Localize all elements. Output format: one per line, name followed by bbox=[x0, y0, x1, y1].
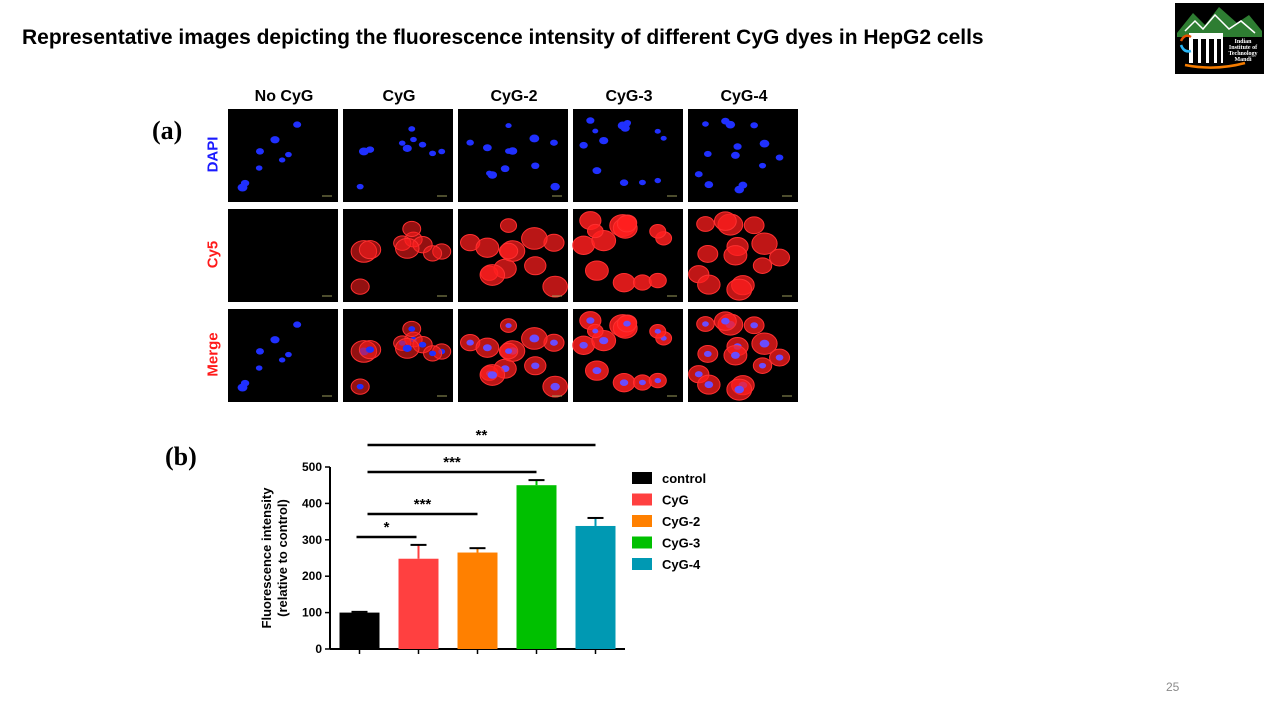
legend-label-cyg: CyG bbox=[662, 493, 689, 508]
y-axis-label: Fluorescence intensity bbox=[259, 487, 274, 629]
panel-b-label: (b) bbox=[165, 442, 197, 471]
logo-text-line-2: Institute of bbox=[1229, 45, 1258, 51]
y-tick-label: 100 bbox=[302, 606, 322, 620]
legend-label-cyg-4: CyG-4 bbox=[662, 557, 701, 572]
y-tick-label: 200 bbox=[302, 569, 322, 583]
y-tick-label: 500 bbox=[302, 460, 322, 474]
micrograph-dapi-cyg-3 bbox=[573, 109, 683, 202]
micrograph-dapi-cyg-4 bbox=[688, 109, 798, 202]
micrograph-cy5-cyg-3 bbox=[572, 209, 683, 302]
y-axis-label: (relative to control) bbox=[275, 499, 290, 617]
significance-label: * bbox=[384, 519, 390, 536]
bar-control bbox=[339, 612, 380, 649]
column-header-cyg: CyG bbox=[382, 88, 416, 105]
micrograph-merge-cyg-4 bbox=[688, 309, 798, 402]
y-tick-label: 300 bbox=[302, 533, 322, 547]
logo-text-line-3: Technology bbox=[1228, 51, 1257, 57]
significance-label: *** bbox=[414, 496, 432, 513]
legend-swatch-control bbox=[632, 472, 652, 484]
column-header-cyg-4: CyG-4 bbox=[720, 88, 768, 105]
y-tick-label: 0 bbox=[315, 642, 322, 656]
row-header-cy5: Cy5 bbox=[204, 240, 222, 269]
slide-title: Representative images depicting the fluo… bbox=[22, 26, 984, 49]
significance-label: ** bbox=[476, 427, 488, 444]
page-number: 25 bbox=[1166, 680, 1180, 694]
legend-label-control: control bbox=[662, 471, 706, 486]
row-header-dapi: DAPI bbox=[204, 136, 222, 173]
micrograph-merge-cyg-2 bbox=[458, 309, 568, 402]
legend-swatch-cyg-2 bbox=[632, 515, 652, 527]
legend-swatch-cyg bbox=[632, 493, 652, 506]
column-header-cyg-2: CyG-2 bbox=[490, 88, 538, 105]
legend-label-cyg-3: CyG-3 bbox=[662, 536, 700, 551]
row-header-merge: Merge bbox=[204, 332, 222, 377]
legend-swatch-cyg-3 bbox=[632, 536, 652, 549]
logo-text-line-1: Indian bbox=[1234, 39, 1252, 45]
micrograph-dapi-no-cyg bbox=[228, 109, 338, 202]
micrograph-dapi-cyg-2 bbox=[458, 109, 568, 202]
micrograph-merge-cyg-3 bbox=[572, 309, 683, 402]
bar-cyg-2 bbox=[457, 552, 498, 649]
micrograph-cy5-cyg-4 bbox=[688, 209, 798, 302]
micrograph-cy5-cyg bbox=[343, 209, 453, 302]
column-header-cyg-3: CyG-3 bbox=[605, 88, 653, 105]
bar-cyg-3 bbox=[516, 485, 557, 649]
logo-text-line-4: Mandi bbox=[1234, 57, 1251, 63]
legend-label-cyg-2: CyG-2 bbox=[662, 514, 700, 529]
legend-swatch-cyg-4 bbox=[632, 558, 652, 570]
micrograph-cy5-cyg-2 bbox=[458, 209, 568, 302]
panel-a-label: (a) bbox=[152, 116, 183, 145]
bar-cyg bbox=[398, 558, 439, 649]
microscopy-image-grid bbox=[228, 109, 798, 402]
bar-cyg-4 bbox=[575, 525, 616, 649]
micrograph-dapi-cyg bbox=[343, 109, 453, 202]
micrograph-merge-cyg bbox=[343, 309, 453, 402]
micrograph-merge-no-cyg bbox=[228, 309, 338, 402]
micrograph-cy5-no-cyg bbox=[228, 209, 338, 302]
column-header-no-cyg: No CyG bbox=[254, 88, 314, 105]
institute-logo: Indian Institute of Technology Mandi bbox=[1175, 3, 1264, 74]
significance-label: *** bbox=[443, 454, 461, 471]
y-tick-label: 400 bbox=[302, 496, 322, 510]
bar-chart: 0 100 200 300 400 500 Fluorescence intensity (r… bbox=[259, 427, 706, 656]
